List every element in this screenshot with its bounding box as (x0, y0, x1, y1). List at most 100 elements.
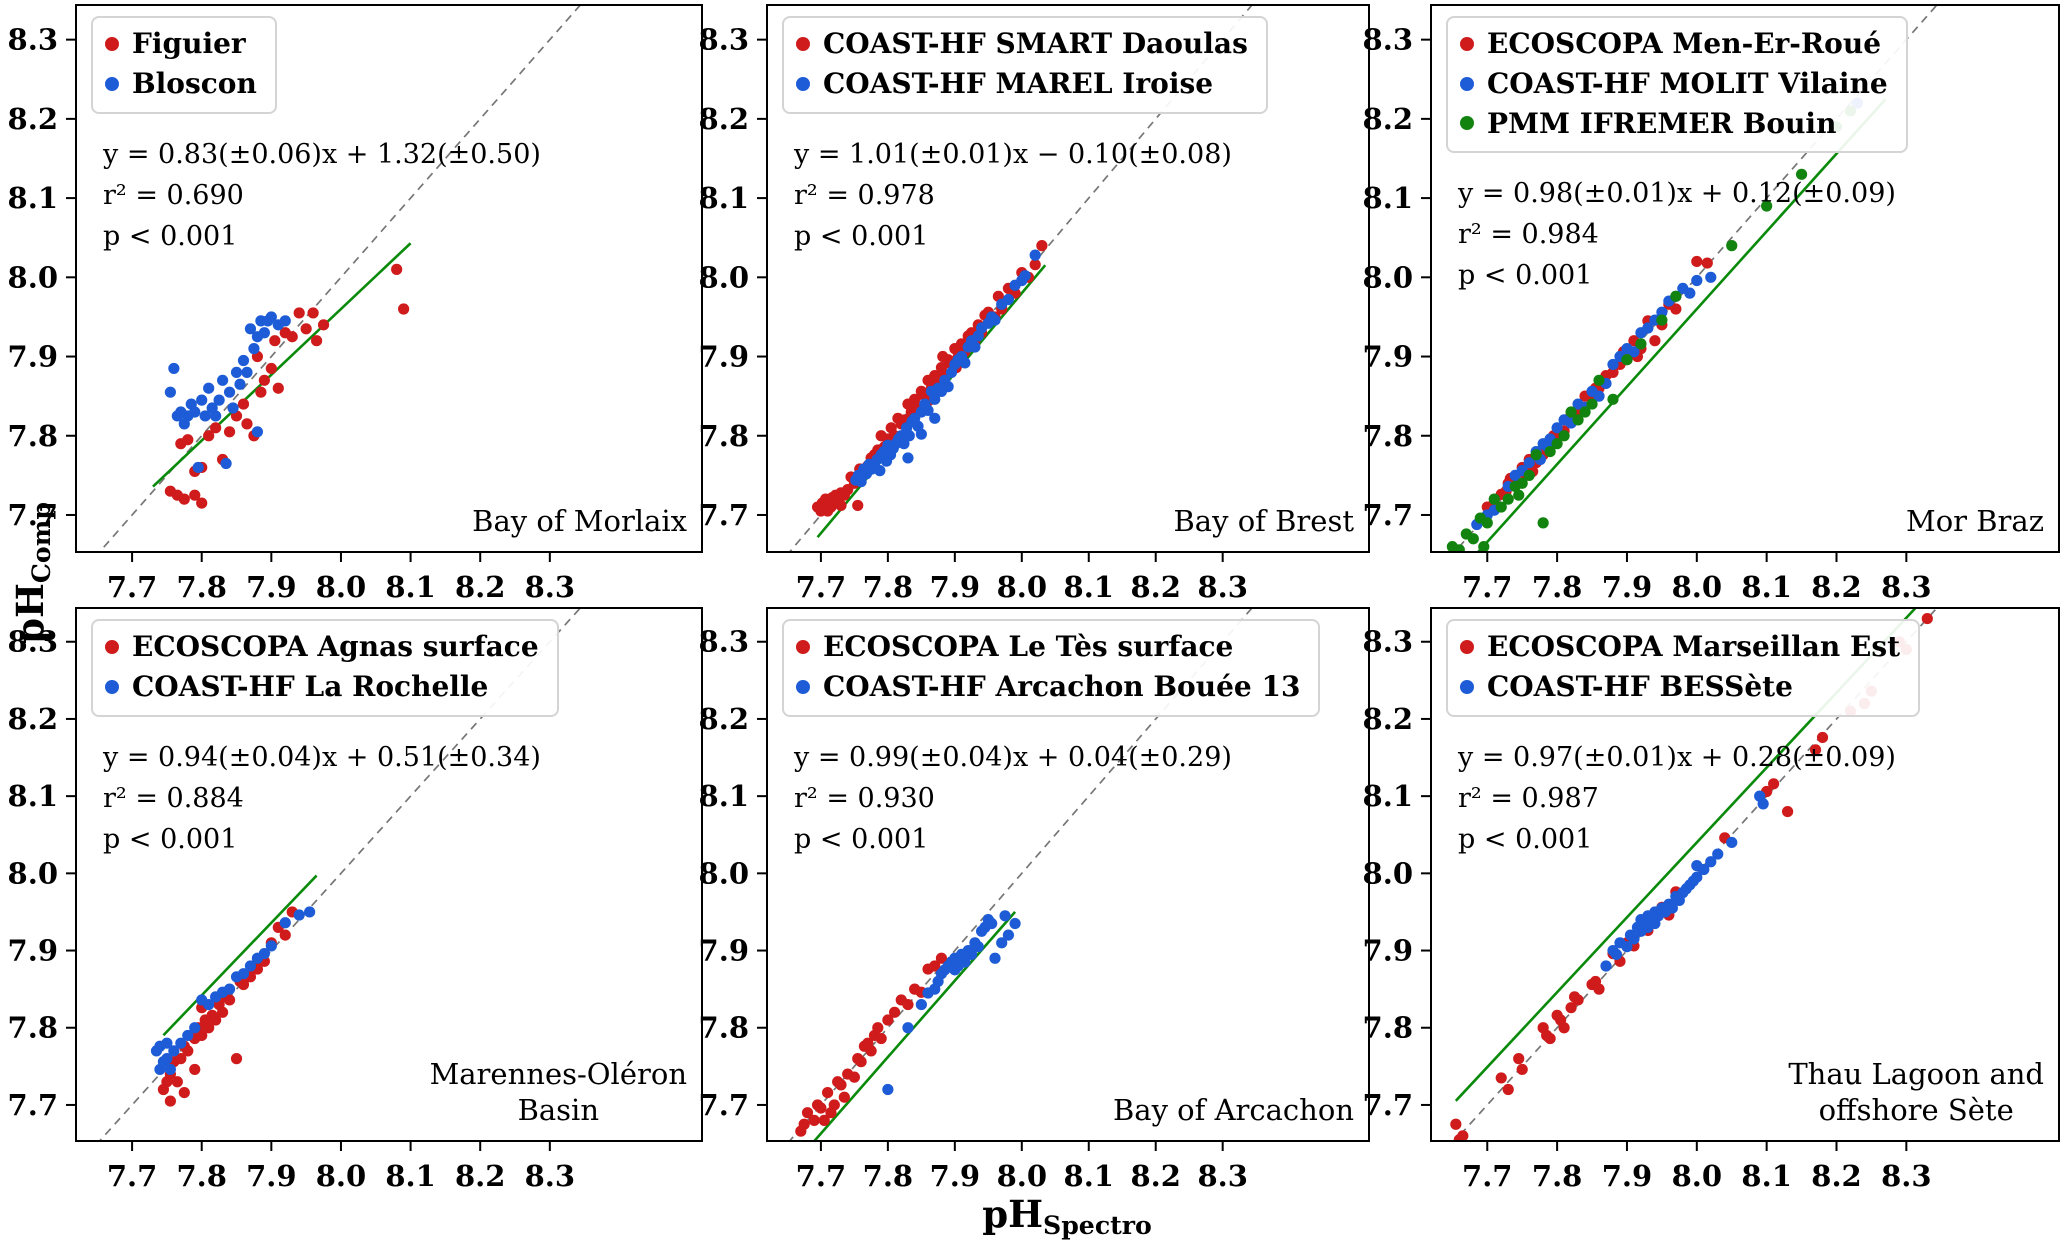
data-point (175, 1053, 187, 1065)
data-point (210, 410, 222, 422)
legend-entry: Figuier (105, 24, 257, 64)
data-point (1621, 354, 1633, 366)
subplot-bay-of-morlaix: 7.7 7.7 7.8 7.8 7.9 7.9 8.0 8.0 8.1 8.1 8.2 8.2 8.3 8… (8, 4, 703, 604)
y-tick-label: 7.7 (699, 498, 749, 532)
data-point (1701, 257, 1713, 269)
data-point (1029, 259, 1041, 271)
data-point (1537, 517, 1549, 529)
data-point (1019, 270, 1031, 282)
data-point (1478, 541, 1490, 553)
x-tick-label: 7.8 (176, 570, 226, 604)
data-point (265, 362, 277, 375)
x-tick-label: 8.0 (316, 570, 366, 604)
data-point (1649, 335, 1661, 347)
fit-p: p < 0.001 (103, 823, 238, 855)
y-tick-label: 8.1 (8, 181, 58, 215)
fit-equation: y = 0.83(±0.06)x + 1.32(±0.50) (103, 138, 541, 170)
y-tick-label: 7.7 (8, 498, 58, 532)
data-point (189, 1022, 201, 1034)
legend: ECOSCOPA Men-Er-Roué COAST-HF MOLIT Vilai… (1446, 16, 1908, 154)
legend-entry: COAST-HF MAREL Iroise (796, 64, 1248, 104)
x-tick-label: 7.7 (1462, 570, 1512, 604)
y-tick-label: 8.1 (699, 779, 749, 813)
x-axis-label: pHSpectro (982, 1192, 1152, 1240)
data-point (1726, 836, 1738, 849)
x-tick-label: 8.2 (1130, 570, 1180, 604)
data-point (210, 422, 222, 434)
x-tick-label: 7.7 (796, 570, 846, 604)
y-tick-label: 8.3 (1363, 23, 1413, 57)
legend-label: ECOSCOPA Men-Er-Roué (1487, 27, 1882, 60)
data-point (1666, 902, 1678, 914)
y-tick-label: 7.7 (1363, 498, 1413, 532)
legend-label: ECOSCOPA Le Tès surface (823, 630, 1234, 663)
data-point (1600, 960, 1612, 972)
data-point (1453, 544, 1465, 553)
data-point (835, 1079, 847, 1091)
data-point (1607, 393, 1619, 405)
subplot-bay-of-brest: 7.7 7.7 7.8 7.8 7.9 7.9 8.0 8.0 8.1 8.1 8.2 8.2 8.3 8… (699, 4, 1370, 604)
legend-entry: ECOSCOPA Agnas surface (105, 627, 539, 667)
data-point (1029, 249, 1041, 261)
data-point (1684, 287, 1696, 299)
legend-marker-dot (796, 76, 810, 91)
fit-equation: y = 0.94(±0.04)x + 0.51(±0.34) (103, 741, 541, 773)
x-tick-label: 7.8 (176, 1159, 226, 1193)
data-point (258, 327, 270, 339)
data-point (1551, 438, 1563, 450)
data-point (929, 393, 941, 405)
y-tick-label: 7.9 (1363, 340, 1413, 374)
x-tick-label: 7.9 (930, 570, 980, 604)
legend-marker-dot (105, 679, 119, 694)
legend-marker-dot (1460, 76, 1474, 91)
data-point (1761, 200, 1773, 212)
legend-marker-dot (1460, 679, 1474, 694)
subplot-mor-braz: 7.7 7.7 7.8 7.8 7.9 7.9 8.0 8.0 8.1 8.1 8.2 8.2 8.3 8… (1363, 4, 2060, 604)
identity-line (1452, 4, 1939, 553)
data-point (1593, 374, 1605, 386)
data-point (203, 998, 215, 1011)
location-label: Mor Braz (1906, 503, 2044, 538)
y-tick-label: 8.0 (8, 260, 58, 294)
data-point (929, 369, 941, 382)
legend-label: COAST-HF MAREL Iroise (823, 66, 1214, 100)
data-point (959, 956, 971, 968)
data-point (1565, 406, 1577, 418)
data-point (915, 998, 927, 1011)
legend-entry: PMM IFREMER Bouin (1460, 104, 1888, 144)
data-point (203, 1022, 215, 1034)
x-tick-label: 8.0 (997, 1159, 1047, 1193)
data-point (168, 1045, 180, 1057)
data-point (1572, 994, 1584, 1006)
data-point (1656, 314, 1668, 326)
data-point (1757, 798, 1769, 810)
x-tick-label: 7.9 (1602, 570, 1652, 604)
y-tick-label: 7.8 (1363, 419, 1413, 453)
y-tick-label: 7.9 (1363, 934, 1413, 968)
data-point (234, 378, 246, 390)
legend: COAST-HF SMART Daoulas COAST-HF MAREL Iro… (782, 16, 1268, 114)
fit-equation: y = 0.98(±0.01)x + 0.12(±0.09) (1458, 178, 1896, 210)
y-tick-label: 8.0 (699, 856, 749, 890)
data-point (223, 386, 236, 398)
fit-stats: y = 0.97(±0.01)x + 0.28(±0.09) r² = 0.98… (1458, 737, 1896, 860)
data-point (1544, 1032, 1556, 1045)
data-point (969, 341, 981, 353)
y-tick-label: 8.1 (1363, 181, 1413, 215)
y-tick-label: 7.9 (8, 340, 58, 374)
y-tick-label: 8.3 (699, 23, 749, 57)
x-tick-label: 8.2 (1130, 1159, 1180, 1193)
fit-r2: r² = 0.884 (103, 782, 244, 814)
legend-entry: Bloscon (105, 64, 257, 104)
data-point (196, 1029, 208, 1042)
x-tick-label: 7.7 (1462, 1159, 1512, 1193)
y-tick-label: 7.9 (699, 340, 749, 374)
x-tick-label: 8.0 (1672, 1159, 1722, 1193)
data-point (255, 386, 267, 398)
y-tick-label: 8.3 (8, 625, 58, 659)
data-point (1607, 366, 1619, 378)
data-point (237, 978, 250, 991)
data-point (223, 426, 236, 438)
data-point (227, 402, 239, 414)
